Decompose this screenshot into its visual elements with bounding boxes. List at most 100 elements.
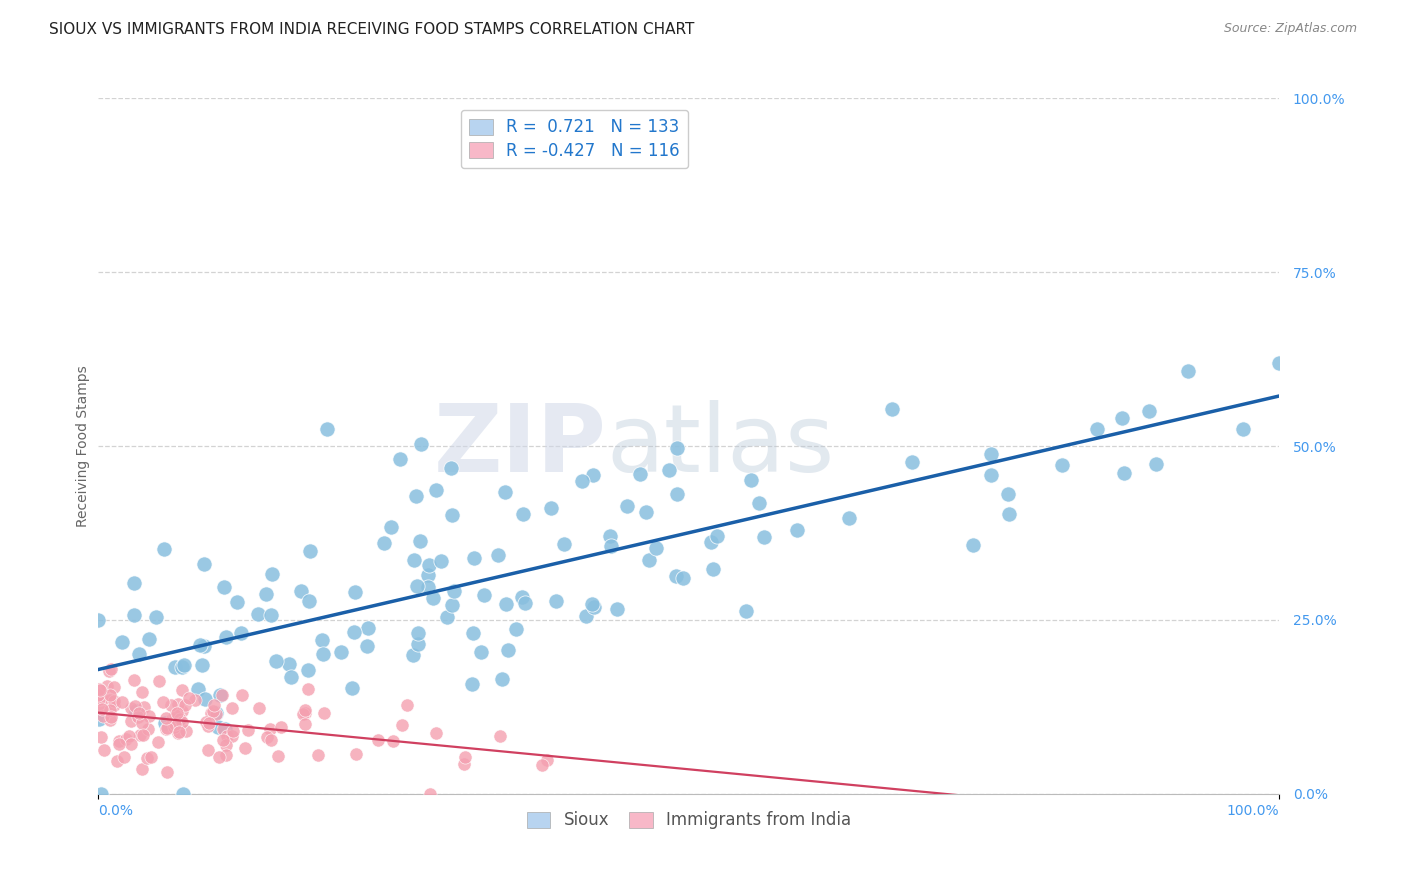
Point [155,722,177,736]
Point [980,447,1002,461]
Point [87,689,110,703]
Text: ZIP: ZIP [433,400,606,492]
Point [156,721,179,735]
Point [735,604,758,618]
Point [212,733,235,747]
Point [297,681,319,696]
Point [188,638,211,652]
Point [173,658,195,673]
Point [267,748,290,763]
Point [409,436,432,450]
Point [582,467,605,482]
Point [148,674,170,689]
Point [200,706,222,721]
Point [208,688,231,702]
Point [128,706,150,720]
Point [141,750,163,764]
Point [628,467,651,481]
Point [160,698,183,713]
Point [997,487,1019,501]
Point [98,664,121,678]
Point [343,585,366,599]
Point [162,712,184,726]
Point [536,753,558,767]
Point [169,713,191,727]
Point [87,698,110,712]
Point [292,706,315,721]
Point [408,626,430,640]
Point [132,728,155,742]
Point [297,663,319,677]
Point [229,625,252,640]
Point [221,701,243,715]
Point [512,590,534,604]
Point [103,693,125,707]
Text: Source: ZipAtlas.com: Source: ZipAtlas.com [1223,22,1357,36]
Point [513,596,536,610]
Point [786,523,808,537]
Point [152,695,174,709]
Point [87,691,110,706]
Point [87,613,110,627]
Point [125,704,148,718]
Point [405,489,427,503]
Point [409,534,432,549]
Point [166,706,188,720]
Point [89,712,111,726]
Point [162,715,184,730]
Point [131,716,153,731]
Point [270,720,292,734]
Point [546,594,568,608]
Point [93,708,115,723]
Point [98,703,121,717]
Point [120,737,142,751]
Point [124,698,146,713]
Point [1144,458,1167,472]
Point [260,607,283,622]
Point [389,451,412,466]
Point [103,698,125,712]
Point [193,557,215,571]
Point [197,743,219,757]
Point [120,714,142,728]
Point [204,706,226,721]
Point [672,570,695,584]
Point [174,723,197,738]
Point [665,569,688,583]
Point [256,730,278,744]
Point [980,467,1002,482]
Point [495,597,517,611]
Point [128,647,150,661]
Point [1268,355,1291,369]
Point [406,637,429,651]
Point [706,529,728,543]
Point [91,702,114,716]
Point [505,623,527,637]
Point [167,725,190,739]
Point [89,682,111,697]
Point [1111,411,1133,425]
Point [486,549,509,563]
Point [262,566,284,581]
Point [1137,403,1160,417]
Point [163,720,186,734]
Point [441,508,464,523]
Y-axis label: Receiving Food Stamps: Receiving Food Stamps [76,365,90,527]
Point [202,698,225,713]
Point [416,580,439,594]
Point [391,717,413,731]
Point [145,610,167,624]
Point [280,669,302,683]
Point [367,733,389,747]
Point [440,598,463,612]
Point [222,723,245,738]
Point [146,735,169,749]
Text: SIOUX VS IMMIGRANTS FROM INDIA RECEIVING FOOD STAMPS CORRELATION CHART: SIOUX VS IMMIGRANTS FROM INDIA RECEIVING… [49,22,695,37]
Point [356,640,378,654]
Point [131,685,153,699]
Point [215,747,238,762]
Point [127,710,149,724]
Point [122,607,145,622]
Point [172,683,194,698]
Point [312,706,335,720]
